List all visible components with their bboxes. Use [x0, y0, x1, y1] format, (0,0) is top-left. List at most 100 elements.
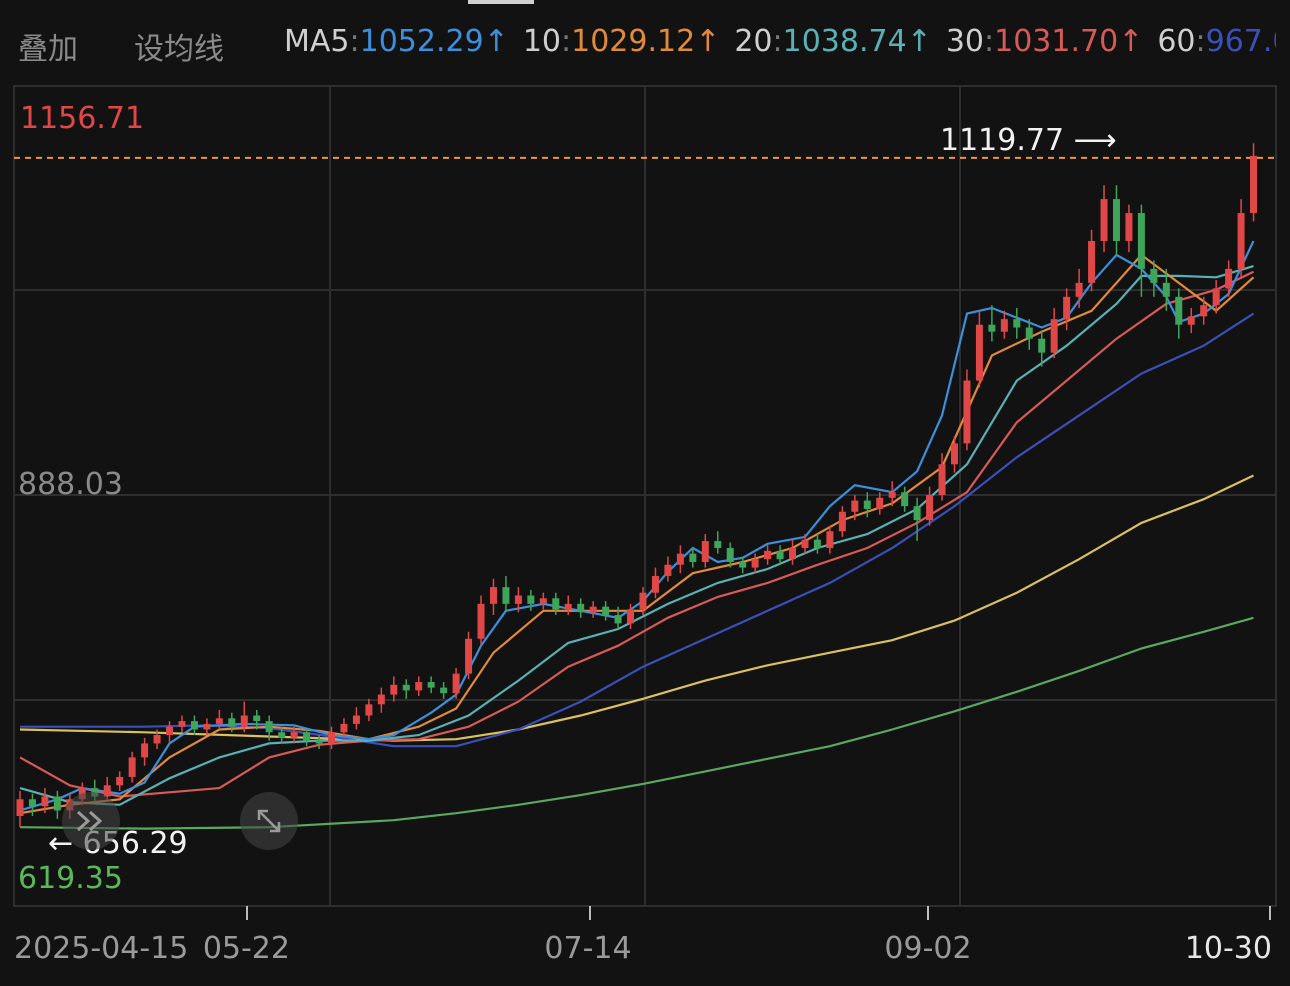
candle — [178, 715, 186, 733]
candle — [1150, 260, 1158, 297]
ma250-line — [19, 616, 1254, 830]
candle — [290, 726, 298, 744]
candle-body — [813, 539, 821, 549]
candle-body — [166, 726, 174, 736]
candle — [16, 790, 24, 828]
candle — [901, 486, 909, 512]
candle — [639, 587, 647, 616]
candle — [190, 715, 198, 736]
candle — [527, 589, 535, 611]
candle — [390, 676, 398, 702]
candle-body — [228, 718, 236, 727]
candle-body — [1237, 213, 1245, 269]
candle — [215, 709, 223, 730]
candle-body — [1162, 282, 1170, 297]
candle — [1187, 307, 1195, 334]
candle-body — [377, 694, 385, 705]
candle-body — [1200, 305, 1208, 317]
candle — [801, 534, 809, 554]
candle — [41, 788, 49, 814]
candle — [452, 668, 460, 699]
candle — [739, 556, 747, 574]
ma-value: 1029.12 — [571, 24, 696, 59]
candle-body — [427, 682, 435, 688]
candle — [813, 534, 821, 554]
candle — [826, 525, 834, 554]
candle-body — [278, 732, 286, 738]
candle-body — [926, 494, 934, 521]
ma-trend-arrow: ↑ — [483, 24, 509, 59]
candle — [714, 531, 722, 554]
candle-body — [390, 684, 398, 695]
candle — [1212, 280, 1220, 314]
candle-body — [315, 740, 323, 744]
candle — [1063, 288, 1071, 331]
candle — [514, 587, 522, 613]
candle-body — [116, 776, 124, 786]
tab-overlay[interactable]: 叠加 — [18, 32, 78, 67]
candle-body — [1112, 199, 1120, 241]
ma60-line — [20, 312, 1255, 748]
candle — [489, 578, 497, 616]
fullscreen-button[interactable] — [240, 792, 298, 850]
candle-body — [41, 796, 49, 807]
candle — [689, 548, 697, 568]
candle-body — [888, 492, 896, 498]
candle — [116, 771, 124, 791]
candle — [1250, 143, 1258, 222]
candle-body — [1000, 319, 1008, 332]
candle-body — [178, 721, 186, 727]
candle-body — [552, 598, 560, 610]
ma-legend-item: MA5:1052.29↑ — [284, 24, 509, 59]
high-annotation: 1119.77 ⟶ — [940, 123, 1117, 158]
candle-body — [1250, 155, 1258, 214]
candle-body — [141, 743, 149, 758]
candle — [863, 492, 871, 518]
candle-body — [489, 587, 497, 604]
candle-body — [1038, 338, 1046, 353]
x-axis-label: 07-14 — [544, 931, 631, 966]
tab-ma-settings[interactable]: 设均线 — [134, 32, 224, 67]
candle-body — [28, 799, 36, 807]
candle-body — [577, 603, 585, 613]
candle-body — [539, 598, 547, 604]
expand-forward-button[interactable] — [62, 792, 120, 850]
candle-body — [253, 715, 261, 722]
candle — [577, 598, 585, 618]
candle-body — [303, 732, 311, 741]
candle-body — [465, 638, 473, 674]
candle — [938, 453, 946, 501]
ma-trend-arrow: ↑ — [1118, 24, 1144, 59]
candle-body — [951, 443, 958, 465]
ma-value: 1038.74 — [782, 24, 907, 59]
candle-body — [290, 732, 298, 738]
candle — [365, 698, 373, 722]
candle — [440, 682, 448, 699]
candle-body — [328, 732, 335, 744]
candle — [315, 735, 323, 750]
candle — [1200, 296, 1208, 325]
candle — [913, 497, 921, 542]
candle — [676, 545, 684, 574]
candle-body — [452, 673, 460, 694]
candle-body — [215, 718, 223, 724]
candle — [539, 592, 547, 610]
ma-label: 60 — [1157, 24, 1196, 59]
candle — [614, 606, 622, 629]
ma-legend-item: 20:1038.74↑ — [734, 24, 932, 59]
candle-body — [901, 492, 909, 507]
candle — [240, 701, 248, 733]
candle-body — [1088, 240, 1096, 283]
candle — [776, 545, 784, 565]
candle-body — [527, 595, 535, 604]
ma-label: 10 — [522, 24, 561, 59]
candle-body — [714, 541, 722, 549]
candle-body — [1150, 268, 1158, 283]
candle-body — [1063, 296, 1071, 320]
ma-legend: MA5:1052.29↑ 10:1029.12↑ 20:1038.74↑ 30:103… — [284, 24, 1276, 59]
candle — [1162, 268, 1170, 311]
candle-body — [938, 464, 946, 495]
candle — [477, 595, 485, 646]
candle-body — [689, 553, 697, 562]
